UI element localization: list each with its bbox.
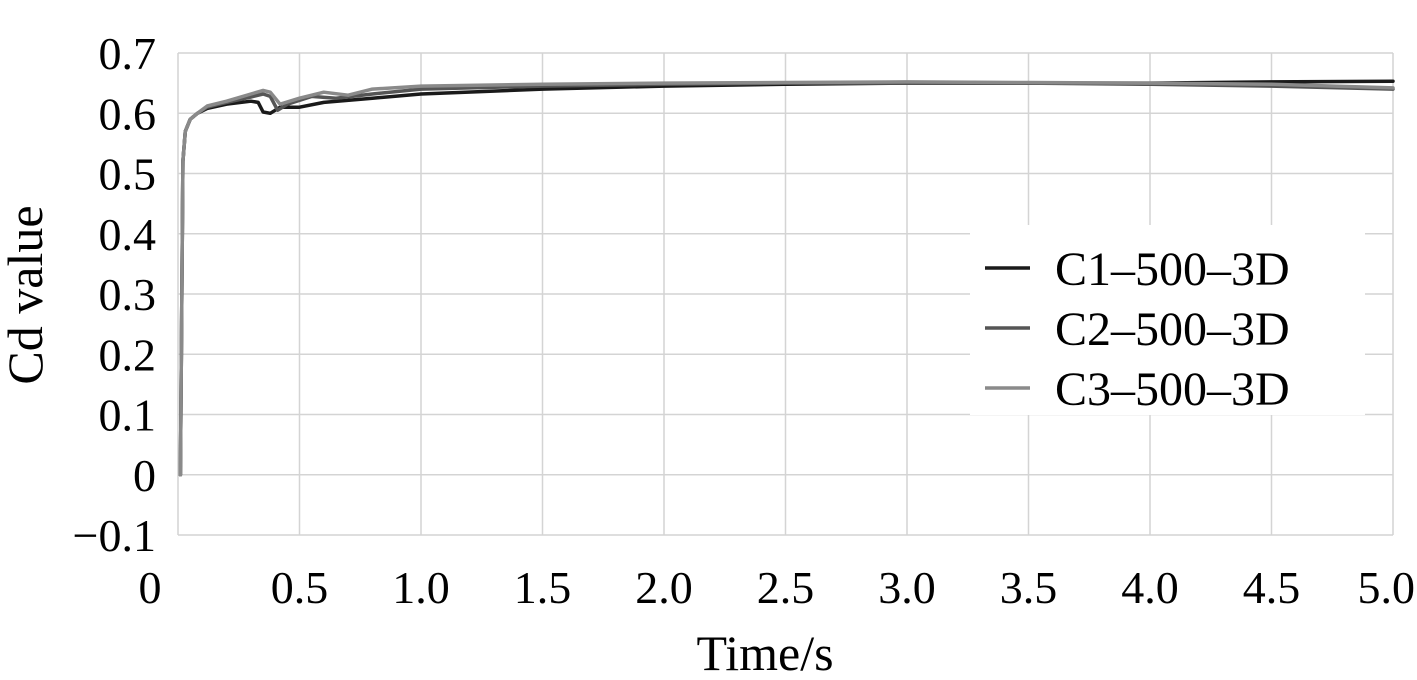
legend: C1–500–3D C2–500–3D C3–500–3D [970,225,1365,416]
x-tick-label: 3.5 [1000,562,1058,613]
x-tick-label: 1.5 [514,562,572,613]
y-tick-labels: −0.1 0 0.1 0.2 0.3 0.4 0.5 0.6 0.7 [73,28,156,561]
y-tick-label: 0.1 [99,390,157,441]
y-tick-label: 0.6 [99,88,157,139]
y-tick-label: 0.5 [99,149,157,200]
series-lines [178,79,1395,477]
x-tick-label: 2.0 [635,562,693,613]
x-tick-label: 4.5 [1243,562,1301,613]
y-tick-label: −0.1 [73,510,156,561]
x-tick-label: 0.5 [271,562,329,613]
y-tick-label: 0.2 [99,329,157,380]
x-axis-title: Time/s [696,625,833,680]
x-tick-label: 1.0 [392,562,450,613]
x-tick-labels: 0 0.5 1.0 1.5 2.0 2.5 3.0 3.5 4.0 4.5 5.0 [139,562,1416,613]
x-tick-label: 3.0 [878,562,936,613]
y-tick-label: 0.3 [99,269,157,320]
x-tick-label: 2.5 [757,562,815,613]
legend-label-1: C1–500–3D [1055,243,1290,296]
y-axis-title: Cd value [0,205,53,384]
y-tick-label: 0.4 [99,209,157,260]
legend-label-2: C2–500–3D [1055,303,1290,356]
y-tick-label: 0 [133,450,156,501]
legend-background [970,225,1365,415]
x-tick-label: 5.0 [1358,562,1416,613]
x-tick-label: 0 [139,562,162,613]
legend-label-3: C3–500–3D [1055,363,1290,416]
x-tick-label: 4.0 [1121,562,1179,613]
y-tick-label: 0.7 [99,28,157,79]
series-line-3 [178,80,1395,477]
